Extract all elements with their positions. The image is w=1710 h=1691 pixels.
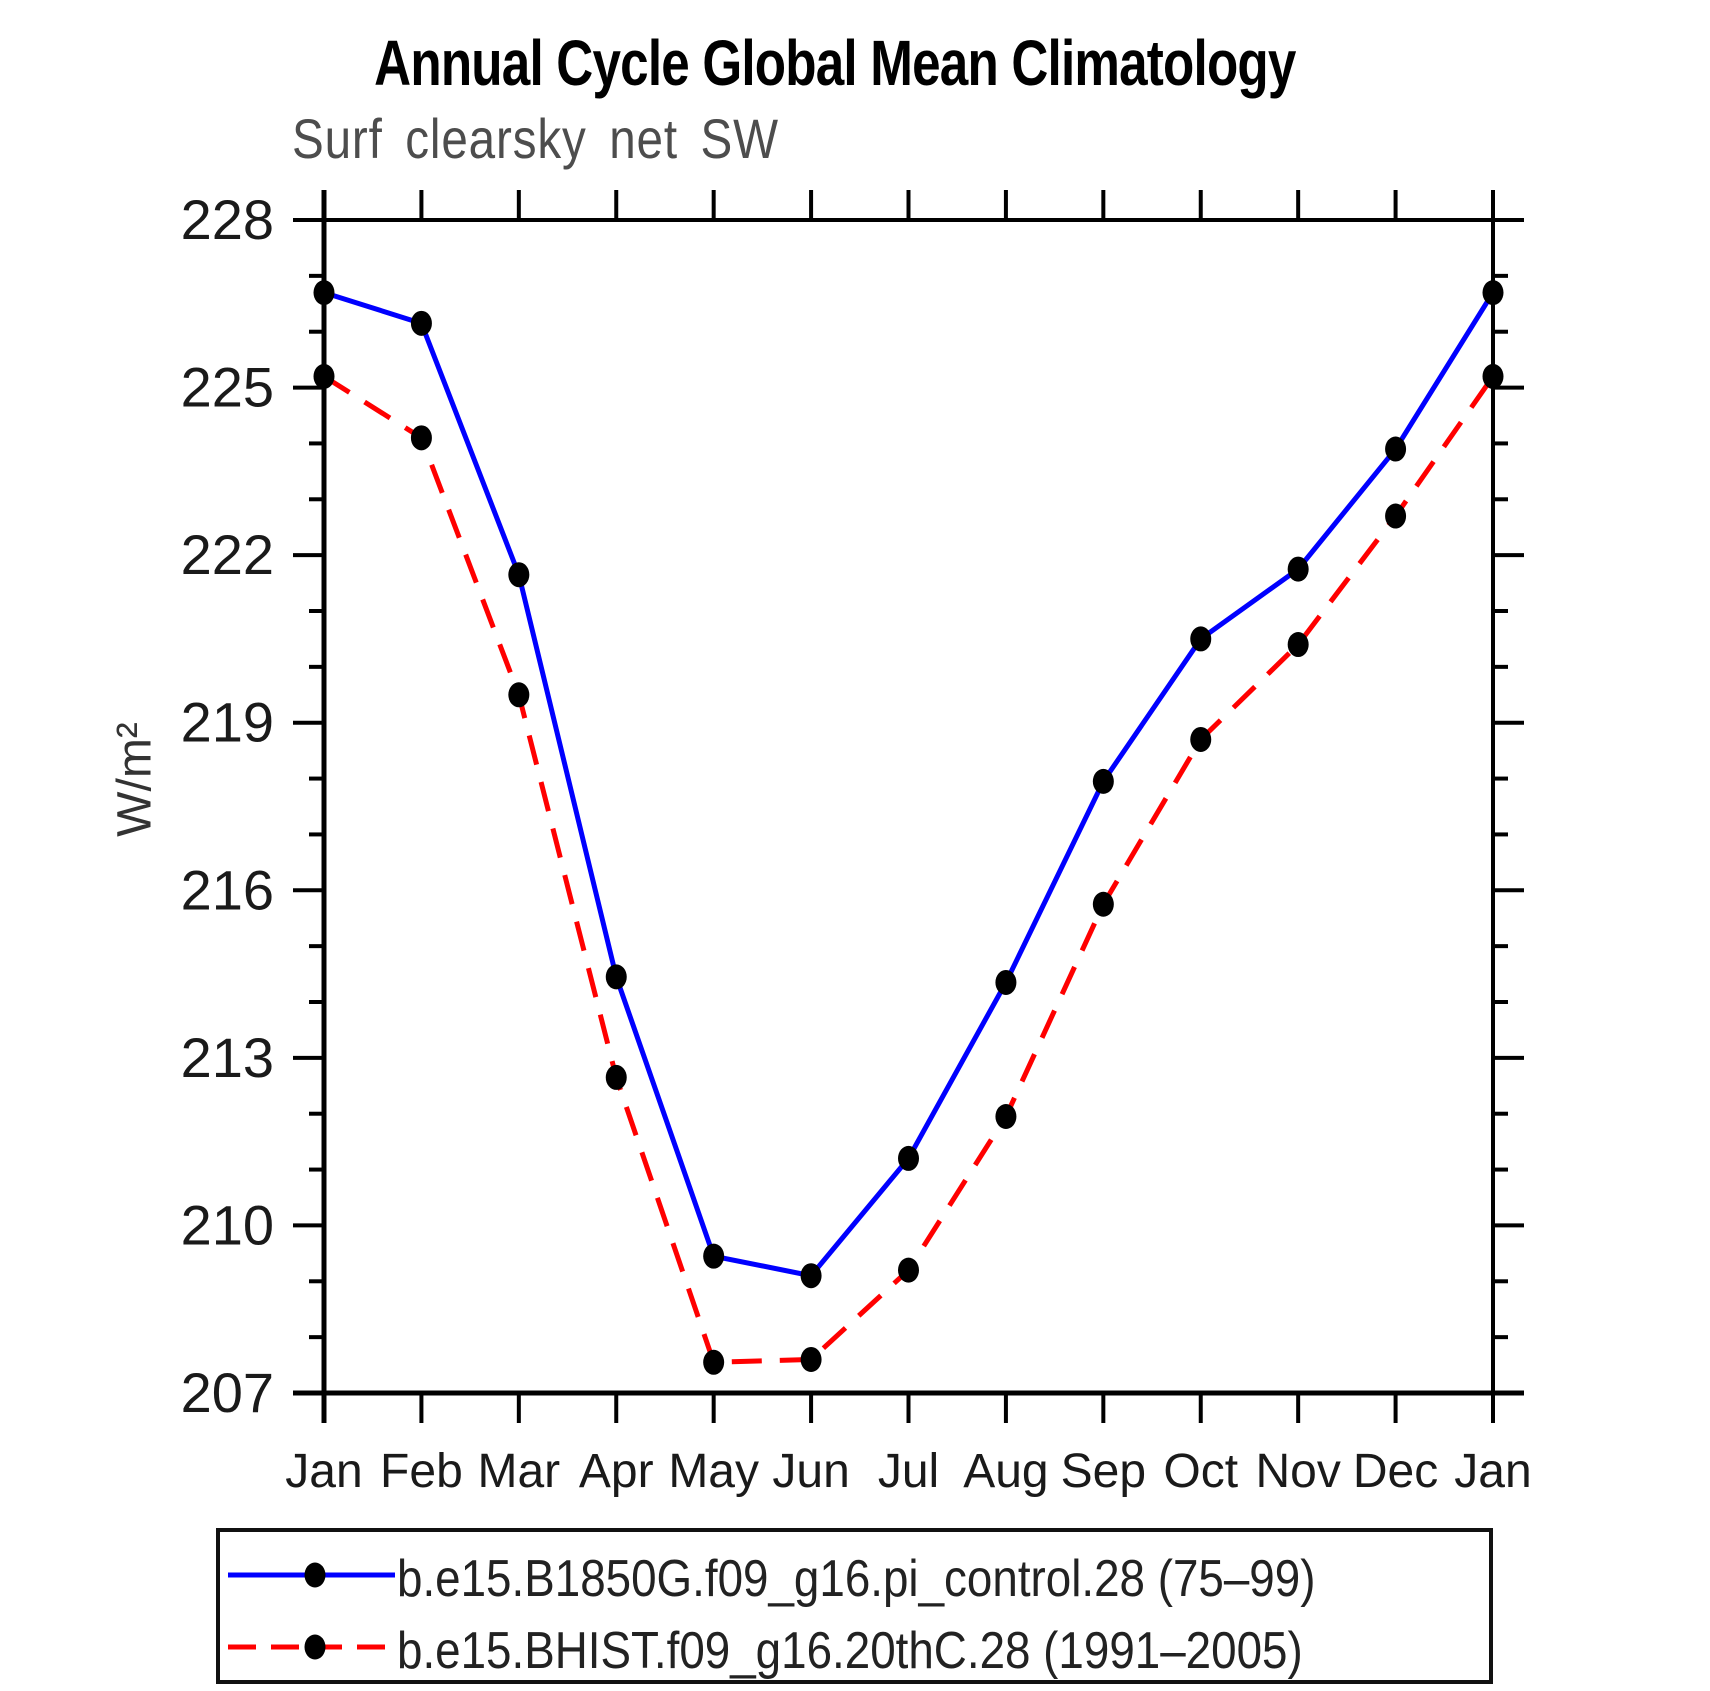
data-point-marker-pi-control <box>1190 626 1212 652</box>
y-tick-label: 222 <box>181 523 274 586</box>
legend-marker-circle <box>304 1562 326 1588</box>
x-tick-label: Aug <box>963 1445 1048 1498</box>
data-point-marker-pi-control <box>1482 280 1504 306</box>
x-tick-label: Feb <box>380 1445 463 1498</box>
chart-title-text: Annual Cycle Global Mean Climatology <box>374 27 1296 99</box>
y-tick-label: 228 <box>181 188 274 251</box>
y-tick-label: 216 <box>181 858 274 921</box>
x-tick-label: Jul <box>878 1445 939 1498</box>
data-point-marker-bhist <box>1385 503 1407 529</box>
data-point-marker-pi-control <box>1287 556 1309 582</box>
data-point-marker-pi-control <box>508 562 530 588</box>
legend-line-sample-solid-blue <box>228 1562 395 1588</box>
data-point-marker-bhist <box>703 1349 725 1375</box>
data-point-marker-pi-control <box>1385 436 1407 462</box>
data-point-marker-bhist <box>410 425 432 451</box>
y-tick-label: 213 <box>181 1026 274 1089</box>
legend: b.e15.B1850G.f09_g16.pi_control.28 (75–9… <box>216 1528 1493 1684</box>
data-point-marker-bhist <box>1287 632 1309 658</box>
legend-label-pi-control: b.e15.B1850G.f09_g16.pi_control.28 (75–9… <box>397 1550 1316 1608</box>
data-point-marker-bhist <box>898 1257 919 1283</box>
x-tick-label: Jan <box>1454 1445 1531 1498</box>
x-tick-label: Oct <box>1163 1445 1238 1498</box>
chart-subtitle: Surf clearsky net SW <box>292 107 779 170</box>
data-point-marker-bhist <box>508 682 530 708</box>
x-tick-label: Sep <box>1061 1445 1146 1498</box>
y-tick-label: 225 <box>181 356 274 419</box>
legend-marker-circle <box>304 1634 326 1660</box>
y-tick-label: 219 <box>181 691 274 754</box>
x-tick-label: Jan <box>285 1445 362 1498</box>
y-tick-label: 207 <box>181 1361 274 1424</box>
x-tick-label: Apr <box>579 1445 654 1498</box>
data-point-marker-pi-control <box>1092 768 1114 794</box>
legend-line-sample-dashed-red <box>228 1634 395 1660</box>
x-tick-label: Nov <box>1255 1445 1340 1498</box>
data-point-marker-pi-control <box>703 1243 725 1269</box>
legend-item-bhist: b.e15.BHIST.f09_g16.20thC.28 (1991–2005) <box>220 1622 1489 1680</box>
data-point-marker-bhist <box>995 1104 1017 1130</box>
legend-label-bhist: b.e15.BHIST.f09_g16.20thC.28 (1991–2005) <box>397 1622 1303 1680</box>
series-line-pi-control <box>323 290 1496 1279</box>
x-tick-label: May <box>668 1445 759 1498</box>
x-tick-label: Dec <box>1353 1445 1438 1498</box>
data-point-marker-pi-control <box>605 964 627 990</box>
data-point-marker-bhist <box>605 1064 627 1090</box>
data-point-marker-pi-control <box>313 280 335 306</box>
data-point-marker-bhist <box>1092 891 1114 917</box>
data-point-marker-pi-control <box>995 969 1017 995</box>
data-point-marker-bhist <box>313 363 335 389</box>
data-point-marker-pi-control <box>410 310 432 336</box>
data-point-marker-bhist <box>800 1346 822 1372</box>
y-tick-label: 210 <box>181 1193 274 1256</box>
data-point-marker-pi-control <box>898 1145 919 1171</box>
x-tick-label: Jun <box>772 1445 849 1498</box>
legend-item-pi-control: b.e15.B1850G.f09_g16.pi_control.28 (75–9… <box>220 1550 1489 1608</box>
data-point-marker-bhist <box>1190 726 1212 752</box>
x-tick-label: Mar <box>477 1445 560 1498</box>
data-point-marker-pi-control <box>800 1263 822 1289</box>
chart-title: Annual Cycle Global Mean Climatology <box>0 26 1670 100</box>
data-point-marker-bhist <box>1482 363 1504 389</box>
